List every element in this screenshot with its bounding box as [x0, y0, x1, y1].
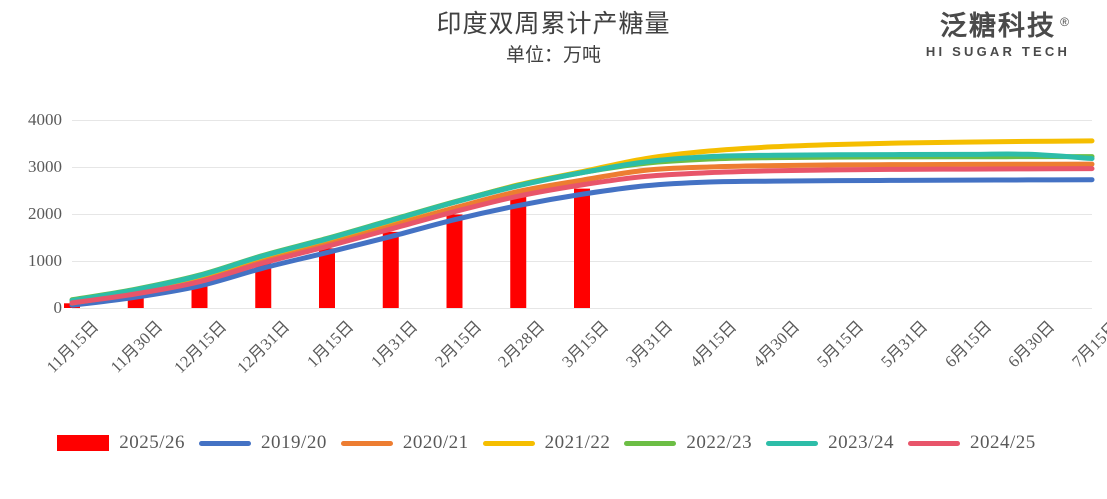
gridline — [72, 308, 1092, 309]
line-series-2023/24 — [69, 151, 1095, 303]
y-axis-tick-label: 3000 — [28, 157, 62, 176]
legend-item-2024-25[interactable]: 2024/25 — [907, 432, 1036, 454]
legend-item-2021-22[interactable]: 2021/22 — [482, 432, 611, 454]
legend-bar-swatch-icon — [57, 435, 110, 451]
series-layer — [64, 138, 1095, 308]
legend-line-swatch-icon — [199, 440, 252, 446]
legend-label: 2023/24 — [828, 432, 894, 453]
registered-trademark-icon: ® — [1060, 15, 1071, 29]
legend-line-swatch-icon — [907, 440, 960, 446]
line-series-2019/20 — [69, 177, 1095, 308]
legend-item-2023-24[interactable]: 2023/24 — [766, 432, 894, 454]
y-axis-tick-label: 0 — [53, 298, 63, 317]
legend-item-2020-21[interactable]: 2020/21 — [340, 432, 469, 454]
y-axis-tick-label: 1000 — [28, 251, 62, 270]
logo-english-label: HI SUGAR TECH — [925, 44, 1071, 59]
bar-series-2025/26 — [64, 188, 590, 308]
bar — [255, 263, 272, 308]
legend-line-swatch-icon — [482, 440, 535, 446]
logo-chinese-text: 泛糖科技 ® — [940, 10, 1069, 42]
brand-logo: 泛糖科技 ® HI SUGAR TECH — [903, 10, 1093, 61]
bar — [191, 283, 208, 308]
x-axis: 11月15日 11月30日 12月15日 12月31日 1月15日 1月31日 2月15日 2… — [43, 308, 1107, 408]
legend-label: 2024/25 — [969, 432, 1036, 453]
y-axis-tick-label: 4000 — [28, 110, 62, 129]
bar — [382, 231, 399, 308]
gridline — [72, 120, 1092, 121]
legend-item-2025-26[interactable]: 2025/26 — [57, 432, 185, 454]
plot-area — [64, 120, 1095, 309]
legend-label: 2019/20 — [261, 432, 327, 453]
legend-line-swatch-icon — [340, 440, 393, 446]
bar — [510, 196, 527, 308]
bar — [446, 214, 463, 308]
line-series-2024/25 — [69, 166, 1095, 306]
y-axis-tick-label: 2000 — [28, 204, 62, 223]
legend-label: 2022/23 — [686, 432, 753, 453]
chart-legend: 2025/26 2019/20 2020/21 2021/22 2022/23 2023/… — [0, 432, 1107, 454]
bar — [319, 248, 335, 308]
legend-item-2022-23[interactable]: 2022/23 — [624, 432, 752, 454]
legend-label: 2021/22 — [544, 432, 611, 453]
legend-label: 2020/21 — [402, 432, 469, 453]
gridline — [72, 167, 1092, 168]
legend-line-swatch-icon — [624, 440, 677, 446]
logo-cn-label: 泛糖科技 — [940, 11, 1056, 41]
legend-item-2019-20[interactable]: 2019/20 — [199, 432, 327, 454]
legend-line-swatch-icon — [766, 440, 819, 446]
bar — [574, 188, 590, 308]
legend-label: 2025/26 — [119, 432, 186, 453]
